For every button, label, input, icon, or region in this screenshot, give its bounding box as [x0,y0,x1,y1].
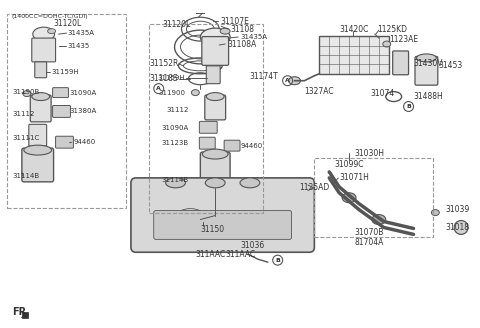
Text: 31039: 31039 [445,205,469,214]
FancyBboxPatch shape [202,37,228,65]
Text: 31018: 31018 [445,223,469,232]
Text: 31114B: 31114B [161,177,189,183]
Text: 31090A: 31090A [70,90,96,95]
FancyBboxPatch shape [22,148,54,182]
Text: 31190B: 31190B [12,89,39,94]
Text: 94460: 94460 [73,139,96,145]
Ellipse shape [203,149,228,159]
Text: 31118S: 31118S [150,74,179,83]
FancyBboxPatch shape [53,106,71,117]
Text: 31159H: 31159H [158,75,185,81]
FancyBboxPatch shape [32,38,56,62]
Ellipse shape [192,90,199,95]
Text: 31112: 31112 [12,112,35,117]
Text: 31099C: 31099C [334,160,364,170]
FancyBboxPatch shape [200,152,230,190]
Ellipse shape [432,210,439,215]
Ellipse shape [32,92,49,101]
Ellipse shape [240,178,260,188]
Ellipse shape [23,91,31,96]
Text: A: A [156,86,161,91]
Text: 1125KD: 1125KD [377,25,407,34]
FancyBboxPatch shape [30,95,51,122]
Ellipse shape [206,92,224,101]
Ellipse shape [48,29,56,33]
FancyBboxPatch shape [29,124,47,146]
Text: 31070B: 31070B [354,228,384,237]
Ellipse shape [372,215,386,224]
FancyBboxPatch shape [393,51,408,75]
Text: 31453: 31453 [438,61,463,70]
Text: 94460: 94460 [240,143,262,149]
Text: 31123B: 31123B [161,140,189,146]
Ellipse shape [288,77,300,85]
Ellipse shape [220,28,230,34]
Text: 31435A: 31435A [68,30,95,36]
FancyBboxPatch shape [205,95,226,120]
Text: 81704A: 81704A [354,238,384,247]
FancyBboxPatch shape [53,88,69,97]
Ellipse shape [342,193,356,203]
Ellipse shape [417,54,436,62]
Text: (1400CC=DOHC-TC/GDI): (1400CC=DOHC-TC/GDI) [12,14,89,19]
Text: 311900: 311900 [158,90,185,95]
Text: 31114B: 31114B [12,173,39,179]
FancyBboxPatch shape [199,137,215,149]
Text: 31071H: 31071H [339,174,369,182]
FancyBboxPatch shape [131,178,314,252]
Text: 31420C: 31420C [339,25,369,34]
FancyBboxPatch shape [224,140,240,151]
FancyBboxPatch shape [199,121,217,133]
Text: 1123AE: 1123AE [389,34,418,44]
Text: 31152R: 31152R [149,59,179,68]
Text: 31174T: 31174T [249,72,277,81]
Ellipse shape [205,178,225,188]
Text: 1327AC: 1327AC [304,87,334,96]
Text: 31435: 31435 [68,43,90,49]
Text: 31435A: 31435A [240,34,267,40]
Ellipse shape [383,41,391,47]
Text: B: B [406,104,411,109]
Text: A: A [285,78,290,83]
Text: 31380A: 31380A [70,109,96,114]
Text: 31150: 31150 [200,225,225,234]
Text: 31111C: 31111C [12,135,39,141]
Text: 1125AD: 1125AD [300,183,330,192]
FancyBboxPatch shape [154,211,291,239]
Ellipse shape [454,220,468,235]
Bar [22,312,28,318]
Ellipse shape [33,27,55,41]
Text: 31090A: 31090A [161,125,189,131]
Text: 31036: 31036 [240,241,264,250]
Text: 31120L: 31120L [163,20,191,29]
Text: 311AAC: 311AAC [195,250,226,259]
Ellipse shape [24,145,52,155]
Ellipse shape [166,178,185,188]
Text: 31030H: 31030H [354,149,384,157]
Text: 31108: 31108 [230,25,254,34]
Text: 31108A: 31108A [227,40,256,49]
FancyBboxPatch shape [56,136,73,148]
FancyBboxPatch shape [206,66,220,84]
FancyBboxPatch shape [319,36,389,74]
Text: 31107E: 31107E [220,17,249,26]
Text: 31488H: 31488H [413,92,443,101]
Text: 31112: 31112 [166,108,189,113]
Text: FR: FR [12,307,26,317]
Text: 31159H: 31159H [52,69,79,75]
Ellipse shape [200,28,230,46]
Text: 31430V: 31430V [413,59,443,68]
Text: B: B [275,258,280,263]
Text: 31120L: 31120L [54,19,82,28]
Text: 311AAC: 311AAC [225,250,255,259]
Text: 31074: 31074 [371,89,395,98]
FancyBboxPatch shape [35,62,47,78]
FancyBboxPatch shape [415,56,438,85]
